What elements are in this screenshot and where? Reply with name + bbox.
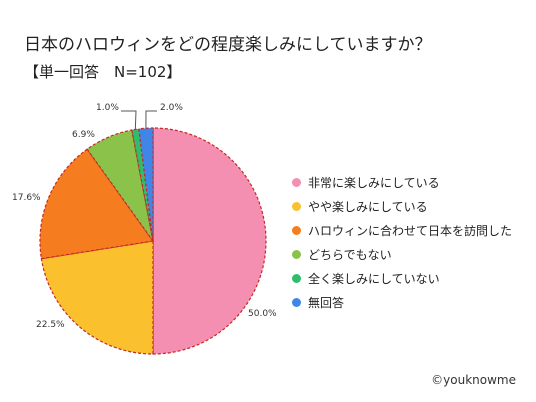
pie-value-label-1: 50.0%: [248, 309, 277, 319]
legend-item: どちらでもない: [292, 242, 512, 266]
pie-leader-line-6: [145, 110, 157, 129]
legend-label: 全く楽しみにしていない: [308, 271, 440, 286]
pie-slice-3: [39, 148, 155, 260]
legend-item: ハロウィンに合わせて日本を訪問した: [292, 218, 512, 242]
legend-swatch: [292, 273, 301, 283]
legend-item: 無回答: [292, 290, 512, 314]
legend-swatch: [292, 297, 301, 307]
chart-title: 日本のハロウィンをどの程度楽しみにしていますか？: [24, 35, 432, 55]
pie-value-label-2: 22.5%: [36, 320, 65, 330]
pie-value-label-5: 1.0%: [96, 103, 119, 113]
legend-label: やや楽しみにしている: [308, 199, 428, 214]
chart-legend: 非常に楽しみにしている やや楽しみにしているハロウィンに合わせて日本を訪問した どち…: [292, 170, 512, 314]
legend-label: ハロウィンに合わせて日本を訪問した: [308, 223, 513, 238]
pie-slices: [39, 127, 267, 355]
chart-subtitle: 【単一回答 N=102】: [24, 63, 182, 81]
pie-slice-2: [40, 240, 154, 355]
legend-swatch: [292, 249, 301, 259]
pie-slice-1: [152, 127, 267, 355]
pie-slice-5: [131, 128, 154, 242]
pie-leader-line-5: [121, 110, 137, 130]
legend-item: やや楽しみにしている: [292, 194, 512, 218]
pie-leader-lines: [121, 110, 157, 130]
legend-swatch: [292, 177, 301, 187]
legend-item: 全く楽しみにしていない: [292, 266, 512, 290]
pie-value-label-6: 2.0%: [160, 103, 183, 113]
pie-value-label-3: 17.6%: [12, 193, 41, 203]
pie-value-label-4: 6.9%: [72, 130, 95, 140]
copyright-credit: ©youknowme: [431, 373, 516, 387]
legend-item: 非常に楽しみにしている: [292, 170, 512, 194]
legend-label: 無回答: [308, 295, 345, 310]
legend-swatch: [292, 201, 301, 211]
legend-swatch: [292, 225, 301, 235]
legend-label: どちらでもない: [308, 247, 392, 262]
pie-value-labels: 50.0% 22.5% 17.6% 6.9% 1.0% 2.0%: [12, 103, 277, 330]
legend-label: 非常に楽しみにしている: [308, 175, 440, 190]
